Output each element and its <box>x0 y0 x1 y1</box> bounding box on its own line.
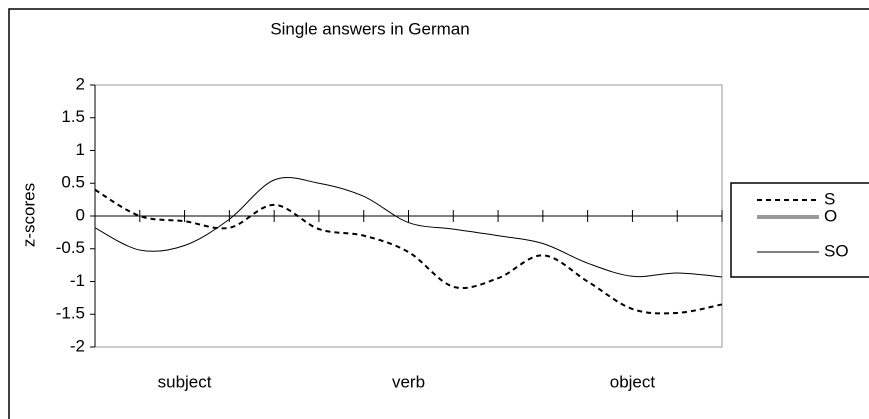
y-tick-label: -2 <box>70 336 85 355</box>
line-series <box>94 188 723 315</box>
y-tick-label: -1.5 <box>56 304 85 323</box>
legend-label: O <box>824 206 837 225</box>
y-tick-label: 2 <box>76 74 85 93</box>
x-tick-label: subject <box>158 372 212 391</box>
y-tick-label: 0 <box>76 205 85 224</box>
chart-frame <box>8 8 869 419</box>
y-axis-label: z-scores <box>19 183 38 247</box>
y-tick-label: 0.5 <box>61 173 85 192</box>
y-tick-label: -0.5 <box>56 238 85 257</box>
legend-label: SO <box>824 241 849 260</box>
legend-label: S <box>824 189 835 208</box>
y-tick-label: -1 <box>70 271 85 290</box>
y-tick-label: 1.5 <box>61 107 85 126</box>
legend-swatch <box>757 215 819 219</box>
y-tick-label: 1 <box>76 140 85 159</box>
legend-box <box>730 182 869 278</box>
chart-title: Single answers in German <box>270 19 469 38</box>
x-tick-label: object <box>610 372 656 391</box>
line-series <box>94 177 723 278</box>
x-tick-label: verb <box>392 372 425 391</box>
